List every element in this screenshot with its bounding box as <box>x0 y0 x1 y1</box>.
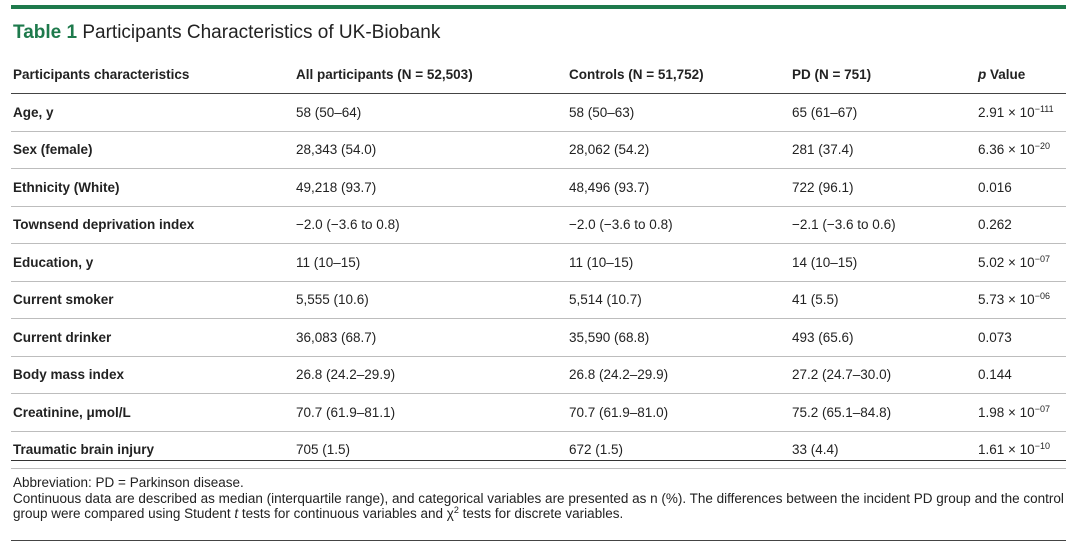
p-value: 0.016 <box>978 179 1012 195</box>
pd-value: −2.1 (−3.6 to 0.6) <box>792 217 896 233</box>
p-value: 6.36 × 10−20 <box>978 141 1050 158</box>
all-participants-value: 36,083 (68.7) <box>296 329 377 345</box>
all-participants-value: 28,343 (54.0) <box>296 142 377 158</box>
top-accent-rule <box>11 5 1066 9</box>
table-footnotes: Abbreviation: PD = Parkinson disease. Co… <box>13 475 1068 522</box>
all-participants-value: 705 (1.5) <box>296 442 351 458</box>
all-participants-value: −2.0 (−3.6 to 0.8) <box>296 217 400 233</box>
all-participants-value: 11 (10–15) <box>296 254 361 270</box>
table-row: Education, y 11 (10–15) 11 (10–15) 14 (1… <box>11 244 1066 282</box>
table-caption: Table 1 Participants Characteristics of … <box>13 22 440 44</box>
table-row: Creatinine, μmol/L 70.7 (61.9–81.1) 70.7… <box>11 394 1066 432</box>
p-value: 0.073 <box>978 329 1012 345</box>
pd-value: 41 (5.5) <box>792 292 839 308</box>
pd-value: 281 (37.4) <box>792 142 854 158</box>
abbreviation-note: Abbreviation: PD = Parkinson disease. <box>13 475 244 490</box>
table-row: Traumatic brain injury 705 (1.5) 672 (1.… <box>11 432 1066 469</box>
controls-value: 58 (50–63) <box>569 104 635 120</box>
page-bottom-rule <box>11 540 1066 541</box>
row-label: Current smoker <box>13 292 114 308</box>
pd-value: 14 (10–15) <box>792 254 858 270</box>
table-row: Townsend deprivation index −2.0 (−3.6 to… <box>11 207 1066 244</box>
table-header-row: Participants characteristics All partici… <box>11 56 1066 94</box>
controls-value: 5,514 (10.7) <box>569 292 642 308</box>
pd-value: 27.2 (24.7–30.0) <box>792 367 892 383</box>
row-label: Traumatic brain injury <box>13 442 155 458</box>
controls-value: 70.7 (61.9–81.0) <box>569 404 669 420</box>
header-all-participants: All participants (N = 52,503) <box>296 67 473 82</box>
pd-value: 493 (65.6) <box>792 329 854 345</box>
row-label: Education, y <box>13 254 94 270</box>
pd-value: 65 (61–67) <box>792 104 858 120</box>
all-participants-value: 49,218 (93.7) <box>296 179 377 195</box>
pd-value: 722 (96.1) <box>792 179 854 195</box>
all-participants-value: 5,555 (10.6) <box>296 292 369 308</box>
header-p-value: p Value <box>978 67 1026 82</box>
p-value: 1.61 × 10−10 <box>978 441 1050 458</box>
pd-value: 75.2 (65.1–84.8) <box>792 404 892 420</box>
row-label: Ethnicity (White) <box>13 179 120 195</box>
p-value: 1.98 × 10−07 <box>978 403 1050 420</box>
controls-value: 35,590 (68.8) <box>569 329 650 345</box>
row-label: Body mass index <box>13 367 125 383</box>
all-participants-value: 26.8 (24.2–29.9) <box>296 367 396 383</box>
table-row: Current smoker 5,555 (10.6) 5,514 (10.7)… <box>11 282 1066 319</box>
row-label: Age, y <box>13 104 54 120</box>
row-label: Current drinker <box>13 329 112 345</box>
methods-note: Continuous data are described as median … <box>13 490 1064 522</box>
row-label: Townsend deprivation index <box>13 217 195 233</box>
table-number: Table 1 <box>13 22 78 43</box>
p-value: 2.91 × 10−111 <box>978 103 1054 120</box>
header-participants-characteristics: Participants characteristics <box>13 67 190 82</box>
table-title: Participants Characteristics of UK-Bioba… <box>82 22 441 43</box>
characteristics-table: Participants characteristics All partici… <box>11 56 1066 469</box>
table-row: Age, y 58 (50–64) 58 (50–63) 65 (61–67) … <box>11 94 1066 132</box>
table-bottom-rule <box>11 460 1066 461</box>
p-value: 5.02 × 10−07 <box>978 253 1050 270</box>
table-row: Ethnicity (White) 49,218 (93.7) 48,496 (… <box>11 169 1066 207</box>
table-row: Sex (female) 28,343 (54.0) 28,062 (54.2)… <box>11 132 1066 169</box>
controls-value: 48,496 (93.7) <box>569 179 650 195</box>
p-value: 0.144 <box>978 367 1012 383</box>
controls-value: 26.8 (24.2–29.9) <box>569 367 669 383</box>
controls-value: −2.0 (−3.6 to 0.8) <box>569 217 673 233</box>
controls-value: 672 (1.5) <box>569 442 624 458</box>
all-participants-value: 58 (50–64) <box>296 104 362 120</box>
all-participants-value: 70.7 (61.9–81.1) <box>296 404 396 420</box>
header-controls: Controls (N = 51,752) <box>569 67 704 82</box>
row-label: Sex (female) <box>13 142 93 158</box>
controls-value: 28,062 (54.2) <box>569 142 650 158</box>
row-label: Creatinine, μmol/L <box>13 404 131 420</box>
p-value: 5.73 × 10−06 <box>978 291 1050 308</box>
header-pd: PD (N = 751) <box>792 67 872 82</box>
controls-value: 11 (10–15) <box>569 254 634 270</box>
pd-value: 33 (4.4) <box>792 442 839 458</box>
table-row: Body mass index 26.8 (24.2–29.9) 26.8 (2… <box>11 357 1066 394</box>
p-value: 0.262 <box>978 217 1012 233</box>
table-row: Current drinker 36,083 (68.7) 35,590 (68… <box>11 319 1066 357</box>
